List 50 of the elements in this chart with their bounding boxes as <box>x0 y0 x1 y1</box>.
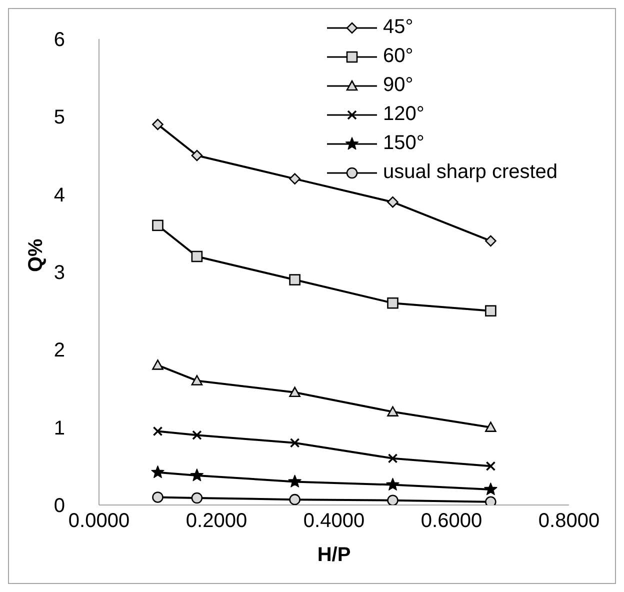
point <box>192 430 202 440</box>
y-tick-label: 5 <box>54 106 65 129</box>
x-tick-label: 0.8000 <box>538 510 600 532</box>
point <box>290 438 300 448</box>
x-tick-label: 0.2000 <box>186 510 248 532</box>
point <box>289 494 300 505</box>
point <box>152 426 163 436</box>
x-tick-label: 0.0000 <box>68 510 130 532</box>
legend-label: 150° <box>383 131 424 156</box>
point <box>485 422 496 432</box>
point <box>191 150 203 162</box>
y-tick-label: 3 <box>54 262 65 284</box>
point <box>289 386 300 398</box>
y-axis-title: Q% <box>25 238 48 272</box>
y-tick-label: 2 <box>54 340 65 362</box>
y-tick-label: 0 <box>54 495 65 517</box>
point <box>486 461 496 472</box>
point <box>289 274 300 286</box>
y-tick-label: 4 <box>54 184 65 206</box>
x-axis-title: H/P <box>317 544 351 566</box>
point <box>387 297 398 309</box>
point <box>191 250 203 262</box>
x-tick-label: 0.6000 <box>420 510 482 532</box>
point <box>191 492 203 504</box>
point <box>288 474 302 488</box>
point <box>152 220 164 232</box>
point <box>191 375 203 386</box>
point <box>190 468 204 482</box>
legend-label: 90° <box>383 73 414 98</box>
point <box>152 118 164 130</box>
point <box>151 465 164 478</box>
x-tick-label: 0.4000 <box>303 510 365 532</box>
point <box>485 305 496 316</box>
point <box>484 482 498 496</box>
point <box>152 360 164 370</box>
legend-label: 45° <box>383 15 414 40</box>
point <box>485 235 496 247</box>
legend-label: 60° <box>383 44 414 69</box>
point <box>388 454 398 464</box>
legend-label: usual sharp crested <box>383 160 558 185</box>
point <box>485 496 496 505</box>
y-tick-label: 6 <box>54 29 65 51</box>
point <box>152 492 164 503</box>
point <box>387 406 398 416</box>
y-tick-label: 1 <box>54 417 65 440</box>
legend-label: 120° <box>383 102 424 127</box>
point <box>289 173 300 184</box>
point <box>387 494 398 505</box>
point <box>386 478 400 490</box>
point <box>387 196 398 208</box>
